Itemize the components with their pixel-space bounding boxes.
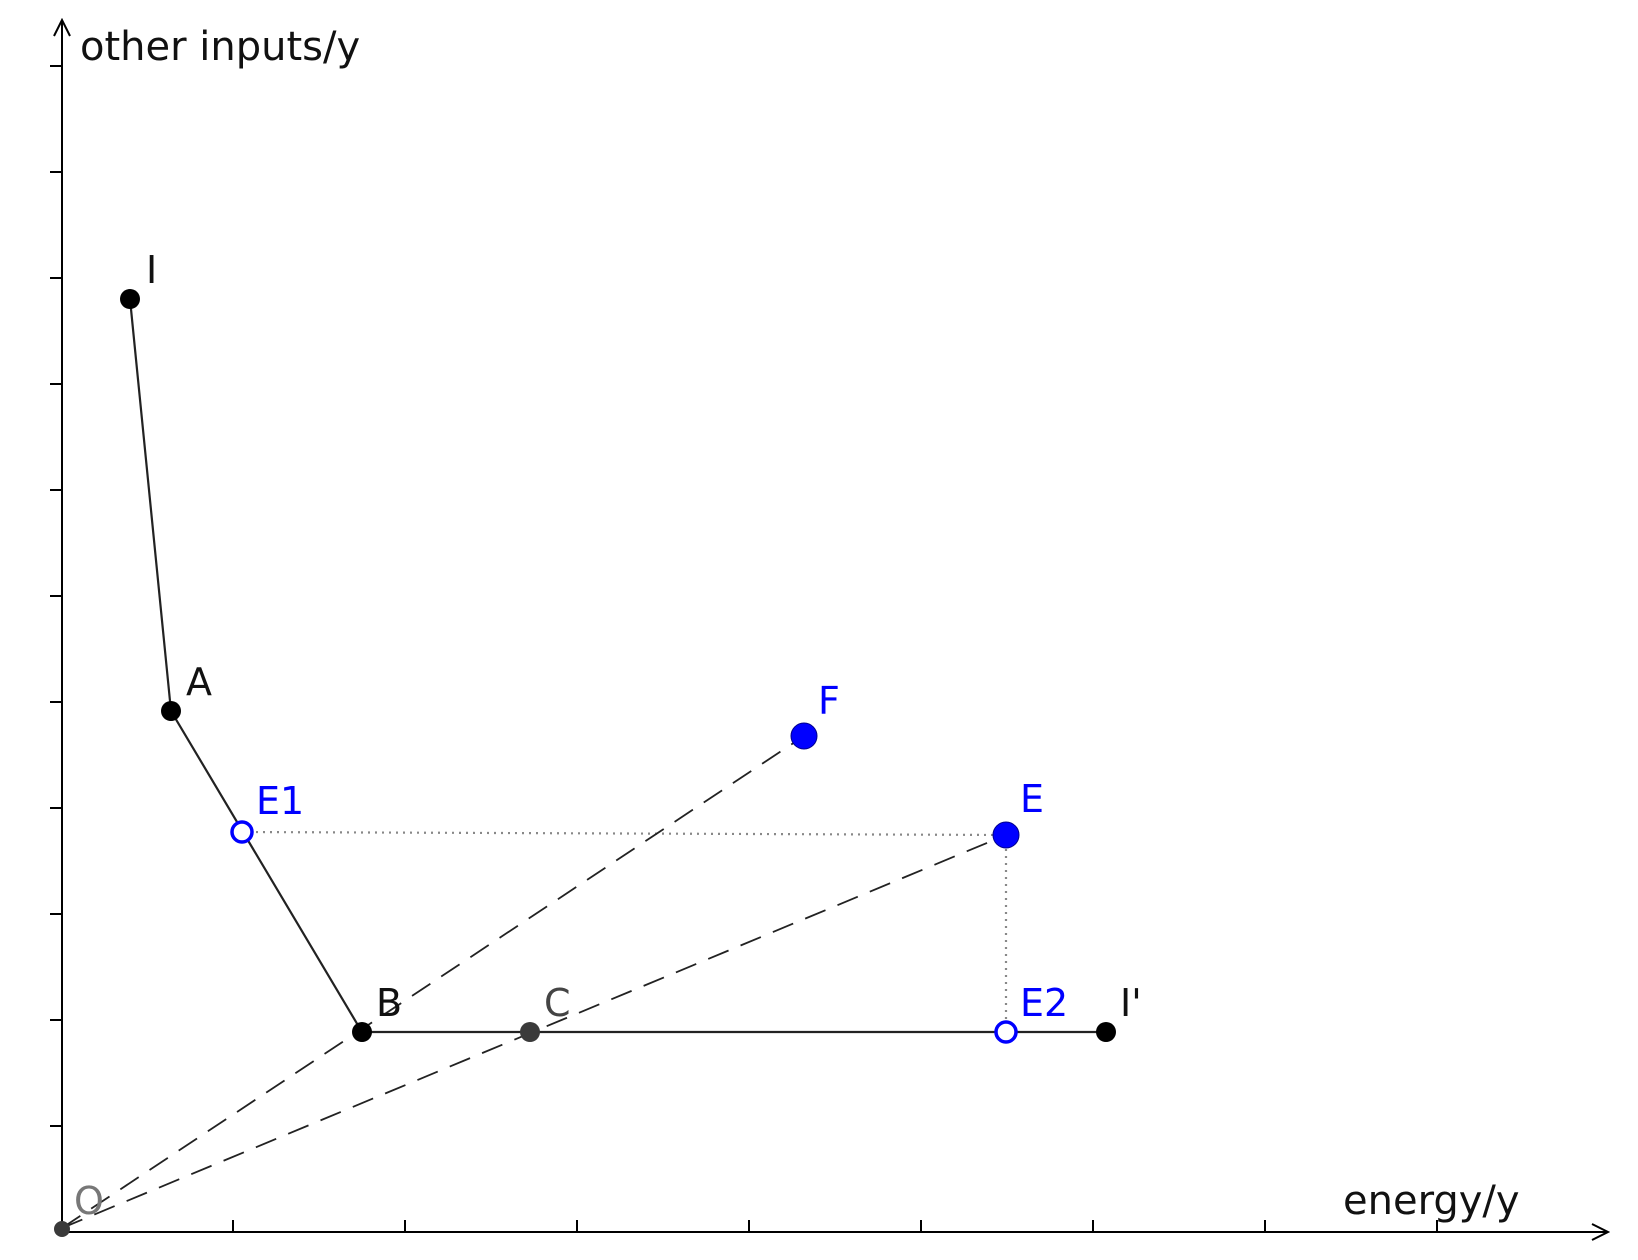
label-origin: O (74, 1179, 104, 1223)
label-f: F (818, 679, 840, 723)
x-axis-label: energy/y (1343, 1178, 1520, 1224)
y-axis-label: other inputs/y (80, 24, 360, 70)
point-e1 (230, 820, 254, 844)
point-e (992, 821, 1020, 849)
projection-e1-to-e (241, 830, 1007, 837)
label-e1: E1 (256, 779, 304, 823)
point-origin (54, 1221, 70, 1237)
isoquant-curve (128, 298, 1106, 1034)
label-e2: E2 (1020, 981, 1068, 1025)
label-a: A (186, 660, 212, 704)
point-c (520, 1022, 540, 1042)
ray-origin-to-f (61, 735, 805, 1229)
point-a (161, 701, 181, 721)
point-b (352, 1022, 372, 1042)
label-b: B (376, 981, 402, 1025)
point-e2 (994, 1020, 1018, 1044)
label-e: E (1020, 777, 1044, 821)
y-axis-ticks (50, 65, 62, 1127)
label-c: C (544, 981, 571, 1025)
x-axis-ticks (232, 1220, 1438, 1232)
point-i (120, 289, 140, 309)
label-i: I (146, 248, 157, 292)
point-i-prime (1096, 1022, 1116, 1042)
point-f (790, 722, 818, 750)
label-i-prime: I' (1120, 981, 1142, 1025)
